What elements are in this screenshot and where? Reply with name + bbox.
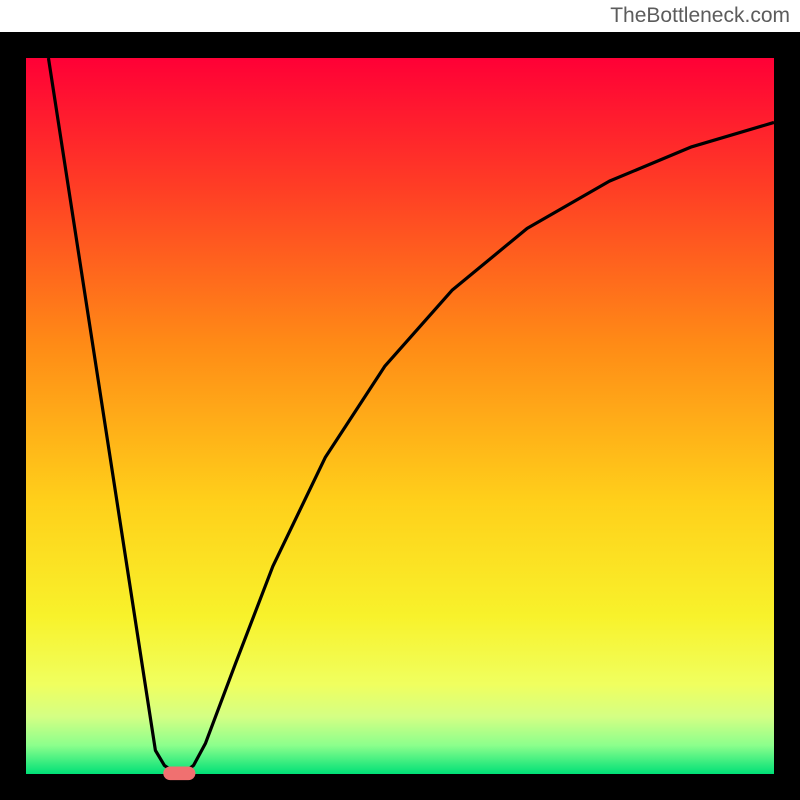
watermark-text: TheBottleneck.com [610, 4, 790, 28]
chart-plot-area [26, 58, 774, 774]
bottleneck-chart [0, 0, 800, 800]
optimal-point-marker [163, 766, 195, 780]
chart-container: TheBottleneck.com [0, 0, 800, 800]
